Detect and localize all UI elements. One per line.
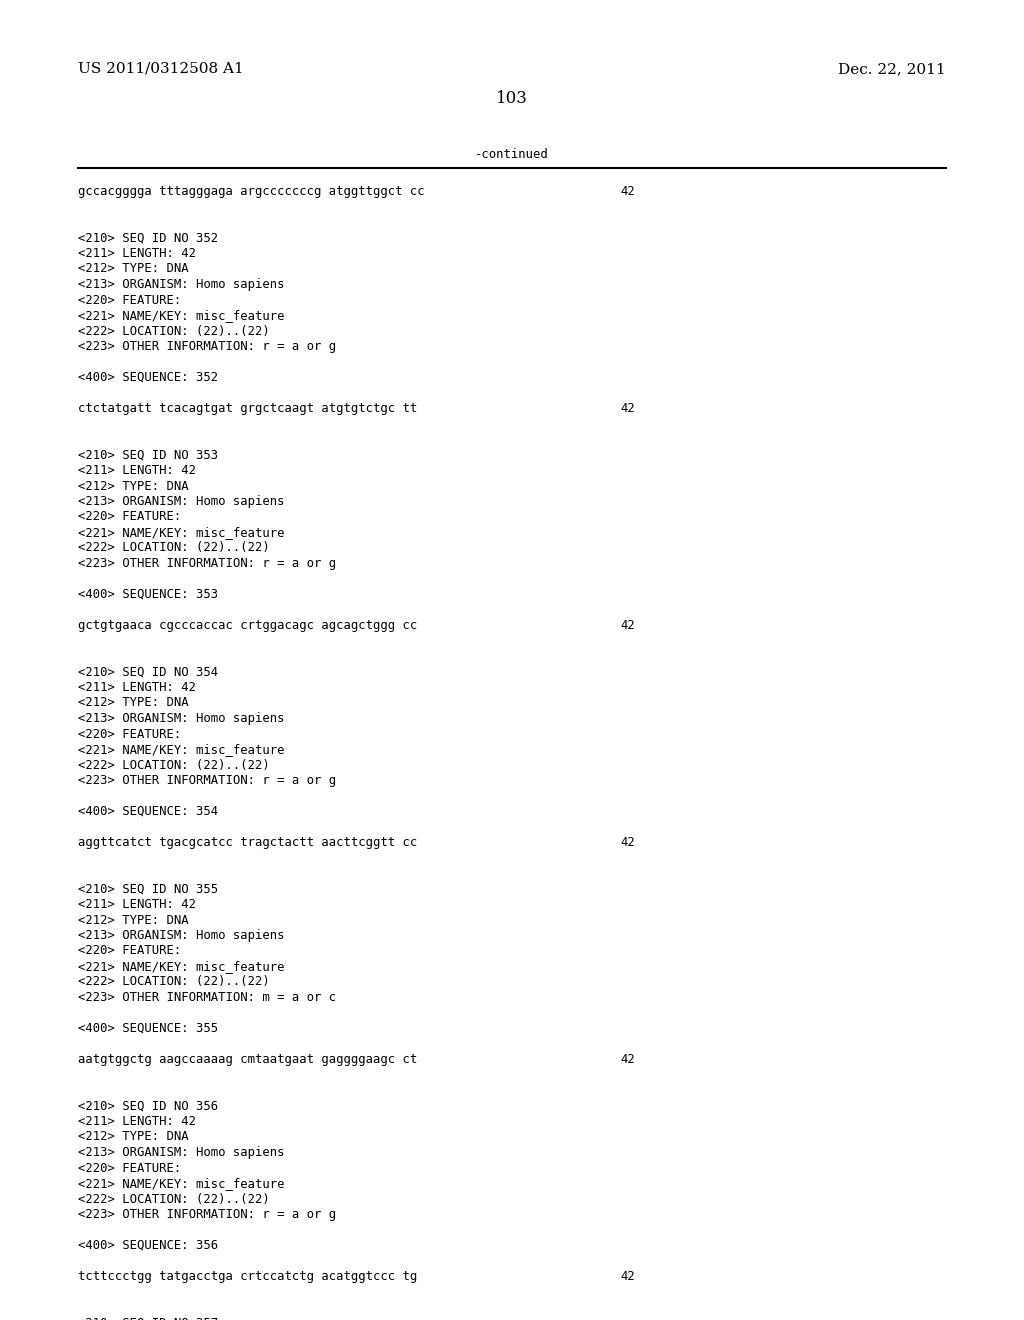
Text: <212> TYPE: DNA: <212> TYPE: DNA	[78, 1130, 188, 1143]
Text: <400> SEQUENCE: 356: <400> SEQUENCE: 356	[78, 1239, 218, 1251]
Text: <210> SEQ ID NO 354: <210> SEQ ID NO 354	[78, 665, 218, 678]
Text: -continued: -continued	[475, 148, 549, 161]
Text: <213> ORGANISM: Homo sapiens: <213> ORGANISM: Homo sapiens	[78, 495, 285, 508]
Text: <213> ORGANISM: Homo sapiens: <213> ORGANISM: Homo sapiens	[78, 711, 285, 725]
Text: <212> TYPE: DNA: <212> TYPE: DNA	[78, 697, 188, 710]
Text: <400> SEQUENCE: 353: <400> SEQUENCE: 353	[78, 587, 218, 601]
Text: <220> FEATURE:: <220> FEATURE:	[78, 1162, 181, 1175]
Text: <210> SEQ ID NO 355: <210> SEQ ID NO 355	[78, 883, 218, 895]
Text: <213> ORGANISM: Homo sapiens: <213> ORGANISM: Homo sapiens	[78, 1146, 285, 1159]
Text: 42: 42	[620, 185, 635, 198]
Text: <223> OTHER INFORMATION: r = a or g: <223> OTHER INFORMATION: r = a or g	[78, 1208, 336, 1221]
Text: <222> LOCATION: (22)..(22): <222> LOCATION: (22)..(22)	[78, 541, 269, 554]
Text: aggttcatct tgacgcatcc tragctactt aacttcggtt cc: aggttcatct tgacgcatcc tragctactt aacttcg…	[78, 836, 417, 849]
Text: <211> LENGTH: 42: <211> LENGTH: 42	[78, 247, 196, 260]
Text: <212> TYPE: DNA: <212> TYPE: DNA	[78, 913, 188, 927]
Text: <210> SEQ ID NO 356: <210> SEQ ID NO 356	[78, 1100, 218, 1113]
Text: <211> LENGTH: 42: <211> LENGTH: 42	[78, 681, 196, 694]
Text: <223> OTHER INFORMATION: r = a or g: <223> OTHER INFORMATION: r = a or g	[78, 774, 336, 787]
Text: 42: 42	[620, 1053, 635, 1067]
Text: <210> SEQ ID NO 352: <210> SEQ ID NO 352	[78, 231, 218, 244]
Text: <213> ORGANISM: Homo sapiens: <213> ORGANISM: Homo sapiens	[78, 279, 285, 290]
Text: <220> FEATURE:: <220> FEATURE:	[78, 727, 181, 741]
Text: <220> FEATURE:: <220> FEATURE:	[78, 293, 181, 306]
Text: 103: 103	[496, 90, 528, 107]
Text: <210> SEQ ID NO 357: <210> SEQ ID NO 357	[78, 1316, 218, 1320]
Text: <222> LOCATION: (22)..(22): <222> LOCATION: (22)..(22)	[78, 759, 269, 771]
Text: <222> LOCATION: (22)..(22): <222> LOCATION: (22)..(22)	[78, 975, 269, 989]
Text: <400> SEQUENCE: 352: <400> SEQUENCE: 352	[78, 371, 218, 384]
Text: US 2011/0312508 A1: US 2011/0312508 A1	[78, 62, 244, 77]
Text: <223> OTHER INFORMATION: r = a or g: <223> OTHER INFORMATION: r = a or g	[78, 341, 336, 352]
Text: <221> NAME/KEY: misc_feature: <221> NAME/KEY: misc_feature	[78, 525, 285, 539]
Text: aatgtggctg aagccaaaag cmtaatgaat gaggggaagc ct: aatgtggctg aagccaaaag cmtaatgaat gagggga…	[78, 1053, 417, 1067]
Text: gctgtgaaca cgcccaccac crtggacagc agcagctggg cc: gctgtgaaca cgcccaccac crtggacagc agcagct…	[78, 619, 417, 632]
Text: 42: 42	[620, 403, 635, 414]
Text: <212> TYPE: DNA: <212> TYPE: DNA	[78, 263, 188, 276]
Text: <223> OTHER INFORMATION: m = a or c: <223> OTHER INFORMATION: m = a or c	[78, 991, 336, 1005]
Text: <211> LENGTH: 42: <211> LENGTH: 42	[78, 465, 196, 477]
Text: <220> FEATURE:: <220> FEATURE:	[78, 945, 181, 957]
Text: <221> NAME/KEY: misc_feature: <221> NAME/KEY: misc_feature	[78, 960, 285, 973]
Text: <211> LENGTH: 42: <211> LENGTH: 42	[78, 1115, 196, 1129]
Text: tcttccctgg tatgacctga crtccatctg acatggtccc tg: tcttccctgg tatgacctga crtccatctg acatggt…	[78, 1270, 417, 1283]
Text: Dec. 22, 2011: Dec. 22, 2011	[839, 62, 946, 77]
Text: <221> NAME/KEY: misc_feature: <221> NAME/KEY: misc_feature	[78, 743, 285, 756]
Text: 42: 42	[620, 836, 635, 849]
Text: <221> NAME/KEY: misc_feature: <221> NAME/KEY: misc_feature	[78, 1177, 285, 1191]
Text: <400> SEQUENCE: 354: <400> SEQUENCE: 354	[78, 805, 218, 818]
Text: <221> NAME/KEY: misc_feature: <221> NAME/KEY: misc_feature	[78, 309, 285, 322]
Text: <222> LOCATION: (22)..(22): <222> LOCATION: (22)..(22)	[78, 1192, 269, 1205]
Text: <223> OTHER INFORMATION: r = a or g: <223> OTHER INFORMATION: r = a or g	[78, 557, 336, 570]
Text: 42: 42	[620, 1270, 635, 1283]
Text: <213> ORGANISM: Homo sapiens: <213> ORGANISM: Homo sapiens	[78, 929, 285, 942]
Text: <222> LOCATION: (22)..(22): <222> LOCATION: (22)..(22)	[78, 325, 269, 338]
Text: 42: 42	[620, 619, 635, 632]
Text: <211> LENGTH: 42: <211> LENGTH: 42	[78, 898, 196, 911]
Text: gccacgggga tttagggaga argcccccccg atggttggct cc: gccacgggga tttagggaga argcccccccg atggtt…	[78, 185, 425, 198]
Text: ctctatgatt tcacagtgat grgctcaagt atgtgtctgc tt: ctctatgatt tcacagtgat grgctcaagt atgtgtc…	[78, 403, 417, 414]
Text: <220> FEATURE:: <220> FEATURE:	[78, 511, 181, 524]
Text: <400> SEQUENCE: 355: <400> SEQUENCE: 355	[78, 1022, 218, 1035]
Text: <212> TYPE: DNA: <212> TYPE: DNA	[78, 479, 188, 492]
Text: <210> SEQ ID NO 353: <210> SEQ ID NO 353	[78, 449, 218, 462]
